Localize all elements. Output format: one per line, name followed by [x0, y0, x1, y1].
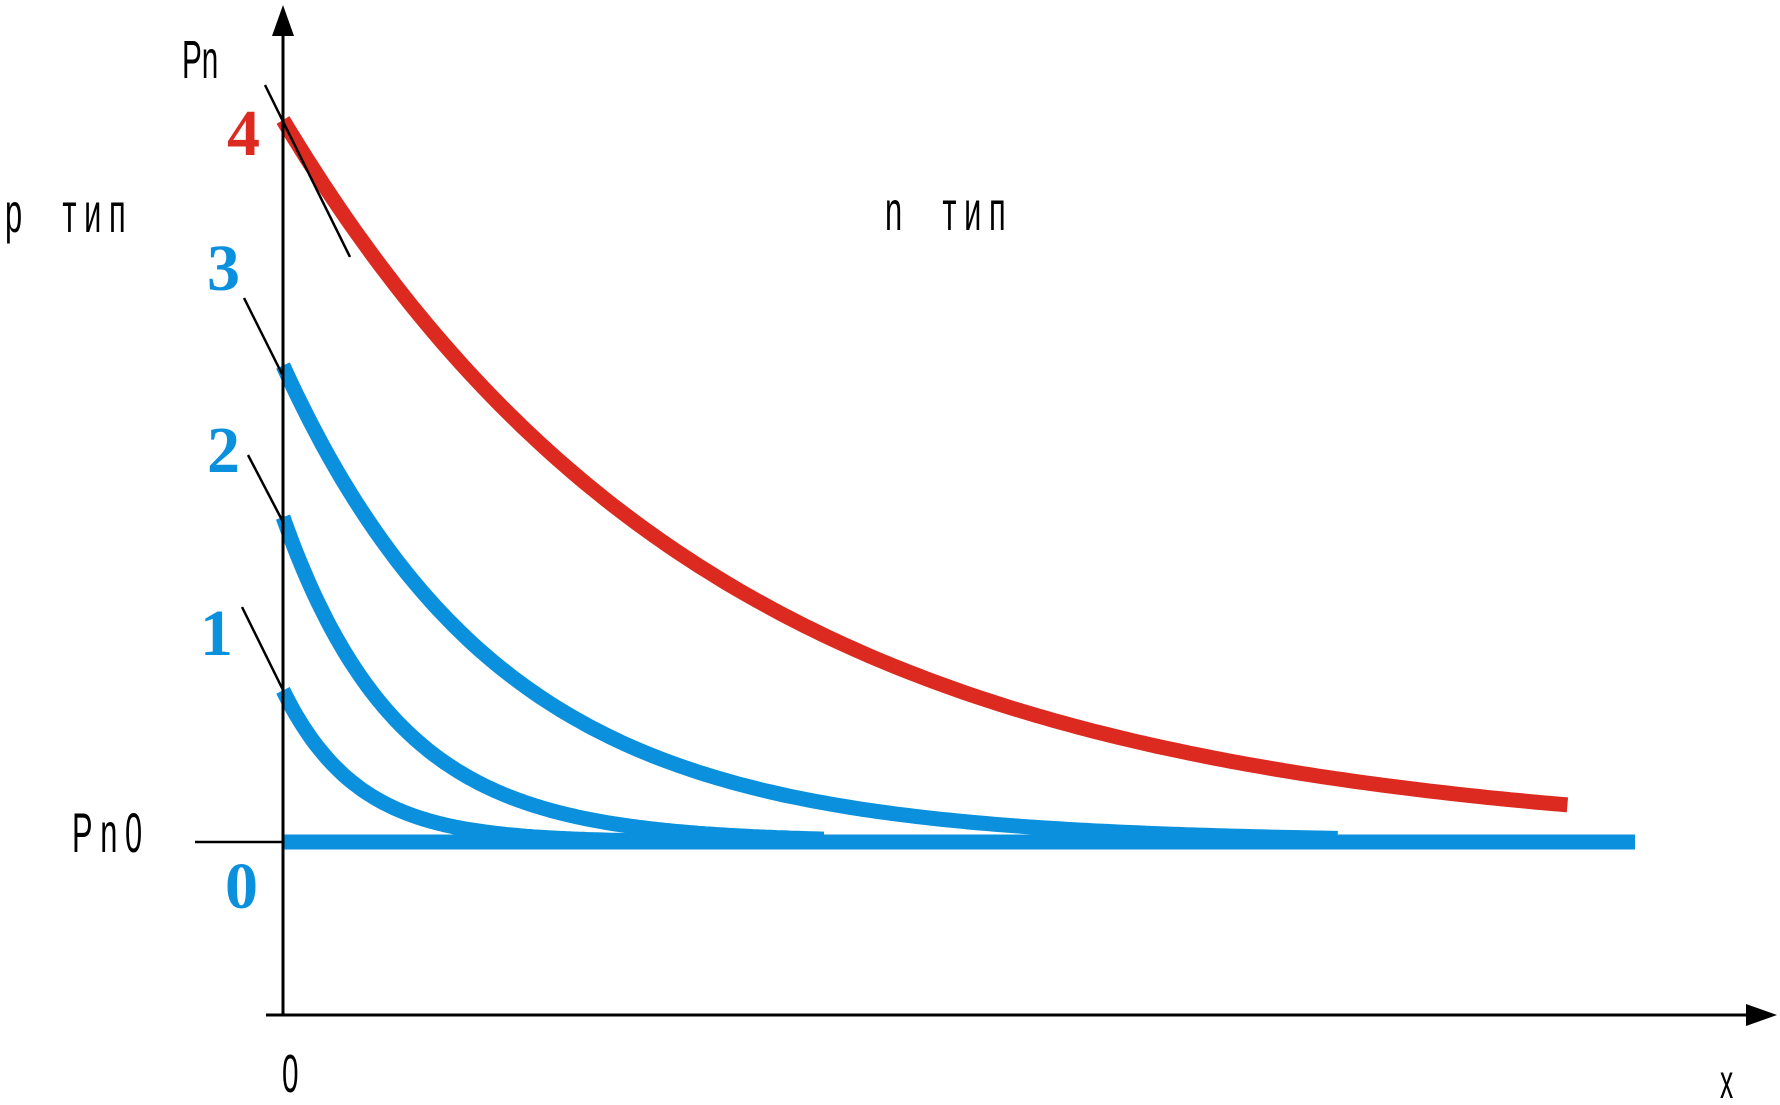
leader-line-4: [263, 84, 352, 258]
series-label-0: 0: [225, 850, 258, 923]
series-label-4: 4: [227, 97, 260, 170]
region-label-p: p тип: [5, 181, 133, 244]
curves-group: [275, 116, 1635, 850]
series-line-4: [276, 116, 1569, 813]
leader-lines: [240, 84, 352, 691]
x-axis-label: x: [1720, 1056, 1733, 1105]
region-label-n: n тип: [885, 179, 1013, 242]
series-label-1: 1: [200, 597, 233, 670]
y-axis-arrow: [272, 5, 294, 36]
x-axis-arrow: [1746, 1004, 1777, 1026]
series-line-2: [275, 514, 828, 847]
leader-line-1: [240, 606, 285, 691]
series-label-2: 2: [207, 414, 240, 487]
series-label-3: 3: [207, 232, 240, 305]
leader-line-3: [242, 297, 285, 377]
x-tick-label-0: 0: [282, 1045, 299, 1104]
labels-group: Pn x 0 Pn0 p тип n тип 4 3 2 1 0: [5, 31, 1733, 1105]
leader-line-2: [246, 454, 285, 523]
series-line-3: [276, 362, 1339, 846]
baseline-label: Pn0: [72, 801, 150, 864]
y-axis-label: Pn: [182, 31, 218, 90]
axes-group: [195, 5, 1777, 1026]
